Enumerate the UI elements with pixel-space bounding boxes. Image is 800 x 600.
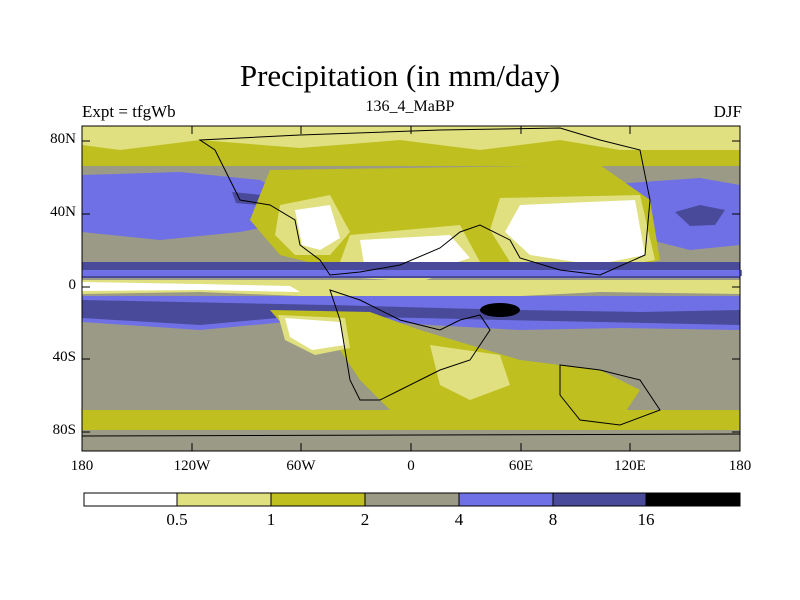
precip-max-core [480, 303, 520, 317]
precip-core-north-1 [675, 205, 725, 226]
precip-region-arid-1 [295, 205, 340, 250]
lon-label-180e: 180 [728, 458, 752, 474]
lat-label-0: 0 [68, 277, 77, 293]
coastline-australia [559, 364, 661, 426]
lon-label-0: 0 [407, 458, 415, 474]
precip-region-arid-3 [505, 200, 645, 265]
colorbar-label-1: 1 [266, 510, 276, 529]
time-label: 136_4_MaBP [365, 98, 455, 115]
map-title: Precipitation (in mm/day) [239, 58, 561, 93]
colorbar-swatch-4 [365, 493, 459, 506]
colorbar-label-8: 8 [548, 510, 558, 529]
precip-region-arid-equator [82, 282, 300, 292]
colorbar-swatch-7 [646, 493, 740, 506]
precip-region-pacific-storm [82, 172, 300, 240]
colorbar-label-0-5: 0.5 [166, 510, 188, 529]
lon-label-60e: 60E [508, 458, 534, 474]
colorbar-swatch-3 [271, 493, 365, 506]
precip-band-south [82, 410, 740, 430]
colorbar-swatch-2 [177, 493, 271, 506]
lat-label-80s: 80S [52, 422, 76, 438]
colorbar-label-2: 2 [360, 510, 370, 529]
precip-band-dry-equator [82, 280, 740, 298]
experiment-label: Expt = tfgWb [82, 102, 176, 121]
precip-band-itcz-core [82, 300, 740, 325]
colorbar-label-4: 4 [454, 510, 464, 529]
lon-label-180w: 180 [70, 458, 94, 474]
colorbar [83, 492, 741, 507]
colorbar-label-16: 16 [637, 510, 655, 529]
coastline-southern-continents [329, 289, 491, 401]
precip-region-arctic [82, 126, 740, 150]
precip-region-dry-5 [430, 345, 510, 400]
precip-band-equatorial-inner [82, 270, 742, 276]
colorbar-frame [83, 492, 741, 507]
colorbar-swatch-1 [84, 493, 177, 506]
precip-region-arid-4 [285, 318, 345, 350]
lat-label-40n: 40N [50, 204, 76, 220]
lon-label-120e: 120E [614, 458, 646, 474]
lon-label-120w: 120W [173, 458, 211, 474]
lat-label-80n: 80N [50, 131, 76, 147]
lon-label-60w: 60W [286, 458, 316, 474]
coastline-northern-continents [198, 127, 651, 276]
season-label: DJF [713, 102, 742, 121]
colorbar-swatch-5 [459, 493, 553, 506]
coastline-antarctica [81, 433, 741, 437]
precip-core-north-2 [232, 192, 262, 205]
lat-label-40s: 40S [52, 349, 76, 365]
colorbar-swatch-6 [553, 493, 646, 506]
axis-ticks [82, 126, 740, 451]
